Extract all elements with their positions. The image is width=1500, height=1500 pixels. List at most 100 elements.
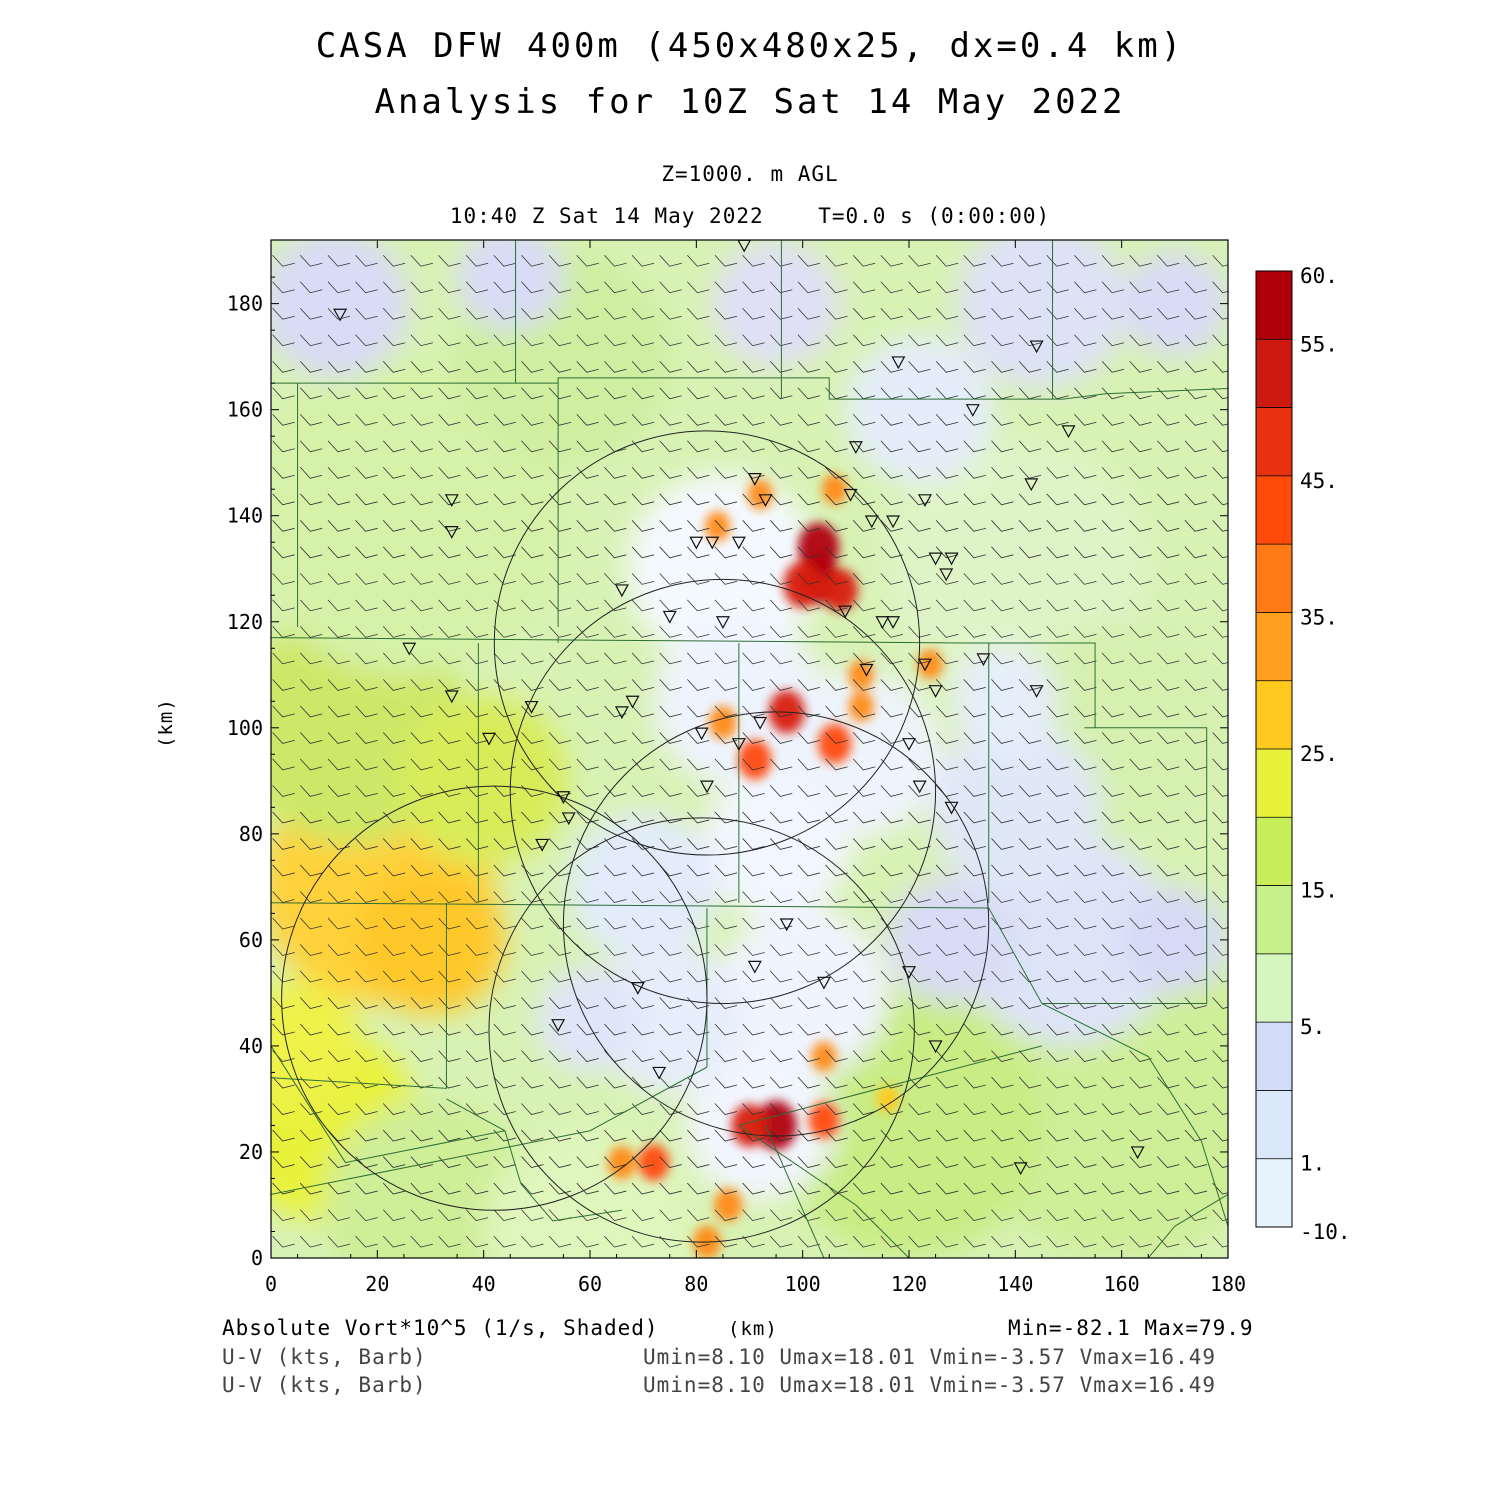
vorticity-max <box>783 561 823 608</box>
field-blob <box>568 812 718 962</box>
station-marker <box>1024 478 1039 492</box>
station-marker <box>976 653 991 667</box>
station-marker <box>705 536 720 550</box>
field-blob <box>271 240 410 378</box>
field-blob <box>398 695 569 866</box>
station-marker <box>481 732 496 746</box>
radar-range-rings <box>281 430 990 1243</box>
county-line <box>1041 727 1208 1004</box>
radar-ring <box>488 817 915 1243</box>
station-marker <box>859 663 874 677</box>
station-marker <box>444 690 459 704</box>
station-marker <box>944 801 959 815</box>
vorticity-max <box>848 659 874 690</box>
x-axis-unit: (km) <box>728 1318 778 1340</box>
colorbar-segment <box>1256 749 1292 818</box>
station-marker <box>939 568 954 582</box>
colorbar-segment <box>1256 1158 1292 1228</box>
y-axis-unit: (km) <box>155 698 177 748</box>
station-marker <box>753 716 768 730</box>
county-line <box>557 377 1228 400</box>
y-tick-label: 100 <box>227 716 263 740</box>
county-lines <box>271 240 1228 1258</box>
vorticity-max <box>704 511 731 542</box>
vorticity-max <box>714 1188 743 1222</box>
x-tick-label: 0 <box>265 1272 277 1296</box>
vorticity-max <box>731 1103 768 1148</box>
station-marker <box>524 700 539 714</box>
y-tick-label: 0 <box>251 1246 263 1270</box>
colorbar-segment <box>1256 680 1292 750</box>
vorticity-max <box>638 1144 670 1181</box>
colorbar-label: 1. <box>1300 1152 1325 1176</box>
axis-ticks: 0 20 40 60 80 100 120 140 160 180 0 20 40 60 80 100 120 1… <box>227 240 1246 1296</box>
colorbar-segment <box>1256 407 1292 477</box>
radar-ring <box>509 578 937 1005</box>
county-line <box>988 907 1228 1227</box>
colorbar-label: 35. <box>1300 605 1338 629</box>
x-tick-label: 40 <box>472 1272 496 1296</box>
station-marker <box>912 780 927 794</box>
station-marker <box>864 515 879 529</box>
radar-ring <box>281 785 708 1211</box>
station-marker <box>444 526 459 539</box>
vorticity-max <box>607 1145 636 1180</box>
station-marker <box>699 780 714 794</box>
county-line <box>738 1125 910 1258</box>
colorbar: 60. 55. 45. 35. 25. 15. 5. 1. -10. <box>1255 264 1351 1244</box>
barb2-stats: Umin=8.10 Umax=18.01 Vmin=-3.57 Vmax=16.… <box>643 1373 1217 1397</box>
field-blob <box>356 865 505 1015</box>
station-marker <box>779 918 794 932</box>
field-blob <box>717 908 888 1078</box>
colorbar-segment <box>1256 339 1292 409</box>
station-marker <box>614 706 629 720</box>
field-blob <box>845 335 995 484</box>
station-marker <box>1061 425 1076 439</box>
county-line <box>446 1098 622 1222</box>
chart-title-line1: CASA DFW 400m (450x480x25, dx=0.4 km) <box>315 26 1185 66</box>
colorbar-label: 55. <box>1300 332 1338 356</box>
station-marker <box>917 658 932 672</box>
radar-ring <box>562 711 990 1137</box>
colorbar-segment <box>1256 953 1292 1023</box>
station-markers <box>333 240 1145 1176</box>
station-marker <box>928 552 943 566</box>
county-line <box>271 902 989 909</box>
county-line <box>271 637 1096 728</box>
colorbar-frame <box>1255 270 1293 1228</box>
station-marker <box>444 494 459 508</box>
y-tick-label: 80 <box>239 822 263 846</box>
valid-time-label: 10:40 Z Sat 14 May 2022 T=0.0 s (0:00:00… <box>449 204 1051 228</box>
county-line <box>271 1045 506 1164</box>
county-line <box>738 1045 1043 1126</box>
station-marker <box>891 356 906 370</box>
barb2-label: U-V (kts, Barb) <box>222 1373 427 1397</box>
colorbar-label: -10. <box>1300 1220 1351 1244</box>
field-label: Absolute Vort*10^5 (1/s, Shaded) <box>222 1316 659 1340</box>
station-marker <box>901 966 917 979</box>
x-tick-label: 60 <box>578 1272 602 1296</box>
county-line <box>1174 1193 1228 1227</box>
station-marker <box>928 685 943 698</box>
station-marker <box>731 536 746 550</box>
plot-frame <box>270 239 1229 1259</box>
colorbar-segment <box>1256 885 1292 955</box>
station-marker <box>747 960 762 974</box>
colorbar-segment <box>1256 1022 1292 1091</box>
colorbar-segment <box>1256 544 1292 613</box>
station-marker <box>689 536 704 550</box>
colorbar-segment <box>1256 1090 1292 1160</box>
vorticity-max <box>876 1085 900 1113</box>
station-marker <box>535 838 550 852</box>
station-marker <box>944 552 959 566</box>
x-tick-label: 120 <box>891 1272 927 1296</box>
field-blob <box>712 240 840 368</box>
station-marker <box>886 515 901 529</box>
field-blob <box>1121 250 1228 357</box>
colorbar-label: 45. <box>1300 469 1338 493</box>
y-tick-label: 180 <box>227 292 263 316</box>
station-marker <box>848 441 863 455</box>
station-marker <box>901 738 917 751</box>
station-marker <box>551 1019 566 1032</box>
